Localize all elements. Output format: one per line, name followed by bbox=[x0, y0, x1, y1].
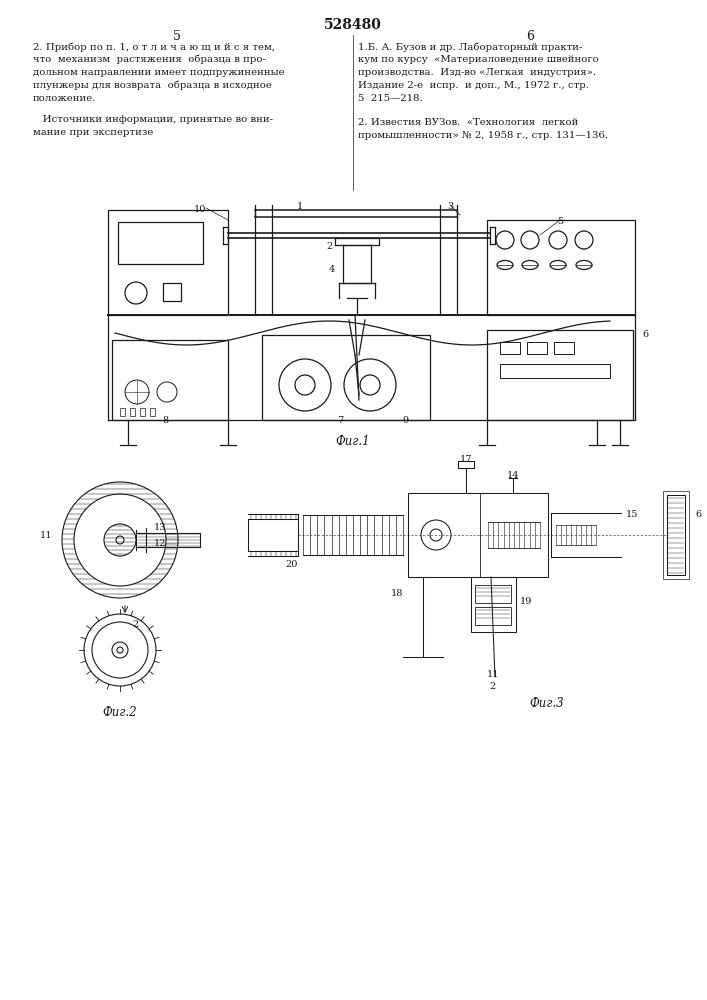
Text: 3: 3 bbox=[447, 202, 453, 211]
Text: 8: 8 bbox=[162, 416, 168, 425]
Bar bbox=[118, 222, 203, 264]
Text: 20: 20 bbox=[286, 560, 298, 569]
Bar bbox=[150, 408, 155, 416]
Text: 18: 18 bbox=[391, 589, 403, 598]
Text: 17: 17 bbox=[460, 455, 472, 464]
Bar bbox=[108, 210, 228, 315]
Text: дольном направлении имеет подпружиненные: дольном направлении имеет подпружиненные bbox=[33, 68, 285, 77]
Text: 2: 2 bbox=[132, 620, 139, 629]
Text: 9: 9 bbox=[402, 416, 408, 425]
Text: 7: 7 bbox=[337, 416, 343, 425]
Text: 2: 2 bbox=[490, 682, 496, 691]
Text: 5  215—218.: 5 215—218. bbox=[358, 94, 423, 103]
Text: 1.Б. А. Бузов и др. Лабораторный практи-: 1.Б. А. Бузов и др. Лабораторный практи- bbox=[358, 42, 583, 51]
Bar bbox=[262, 335, 430, 420]
Text: 2. Прибор по п. 1, о т л и ч а ю щ и й с я тем,: 2. Прибор по п. 1, о т л и ч а ю щ и й с… bbox=[33, 42, 275, 51]
Text: 5: 5 bbox=[557, 217, 563, 226]
Text: 13: 13 bbox=[154, 524, 167, 532]
Bar bbox=[471, 577, 516, 632]
Text: Фиг.2: Фиг.2 bbox=[103, 706, 137, 719]
Bar bbox=[163, 283, 181, 301]
Bar bbox=[475, 585, 511, 603]
Text: положение.: положение. bbox=[33, 94, 96, 103]
Text: плунжеры для возврата  образца в исходное: плунжеры для возврата образца в исходное bbox=[33, 81, 272, 91]
Text: 15: 15 bbox=[626, 510, 638, 519]
Text: 11: 11 bbox=[40, 530, 52, 540]
Text: 19: 19 bbox=[520, 597, 532, 606]
Text: 1: 1 bbox=[297, 202, 303, 211]
Text: 11: 11 bbox=[486, 670, 499, 679]
Text: 5: 5 bbox=[173, 30, 181, 43]
Bar bbox=[500, 364, 610, 378]
Text: 2: 2 bbox=[327, 242, 333, 251]
Bar bbox=[408, 493, 548, 577]
Bar bbox=[475, 607, 511, 625]
Text: 4: 4 bbox=[329, 265, 335, 274]
Text: промышленности» № 2, 1958 г., стр. 131—136.: промышленности» № 2, 1958 г., стр. 131—1… bbox=[358, 131, 608, 140]
Bar bbox=[500, 342, 520, 354]
Text: 14: 14 bbox=[507, 471, 519, 480]
Text: 528480: 528480 bbox=[324, 18, 382, 32]
Bar bbox=[487, 220, 635, 315]
Text: Фиг.1: Фиг.1 bbox=[336, 435, 370, 448]
Bar bbox=[487, 330, 633, 420]
Text: 6: 6 bbox=[642, 330, 648, 339]
Text: 6: 6 bbox=[526, 30, 534, 43]
Bar bbox=[130, 408, 135, 416]
Text: мание при экспертизе: мание при экспертизе bbox=[33, 128, 153, 137]
Text: Источники информации, принятые во вни-: Источники информации, принятые во вни- bbox=[33, 115, 273, 124]
Text: производства.  Изд-во «Легкая  индустрия».: производства. Изд-во «Легкая индустрия». bbox=[358, 68, 596, 77]
Bar bbox=[112, 340, 228, 420]
Text: 6: 6 bbox=[695, 510, 701, 519]
Text: что  механизм  растяжения  образца в про-: что механизм растяжения образца в про- bbox=[33, 55, 266, 64]
Text: 12: 12 bbox=[154, 538, 167, 548]
Bar bbox=[120, 408, 125, 416]
Bar bbox=[140, 408, 145, 416]
Bar bbox=[554, 342, 574, 354]
Bar bbox=[527, 342, 547, 354]
Text: Издание 2-е  испр.  и доп., М., 1972 г., стр.: Издание 2-е испр. и доп., М., 1972 г., с… bbox=[358, 81, 589, 90]
Text: кум по курсу  «Материаловедение швейного: кум по курсу «Материаловедение швейного bbox=[358, 55, 599, 64]
Text: 2. Известия ВУЗов.  «Технология  легкой: 2. Известия ВУЗов. «Технология легкой bbox=[358, 118, 578, 127]
Bar bbox=[667, 495, 685, 575]
Text: 10: 10 bbox=[194, 205, 206, 214]
Bar bbox=[663, 491, 689, 579]
Text: Фиг.3: Фиг.3 bbox=[530, 697, 564, 710]
